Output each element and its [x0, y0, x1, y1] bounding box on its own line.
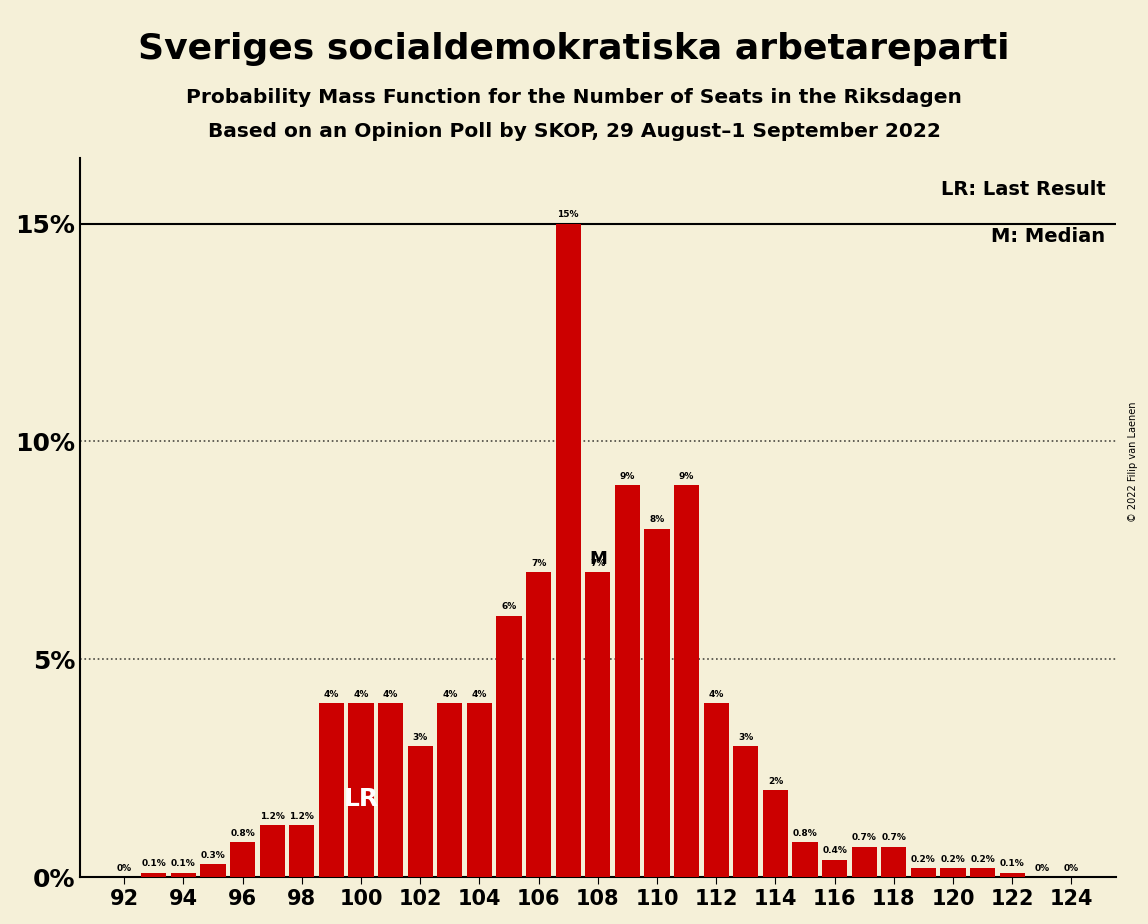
Bar	[496, 615, 521, 877]
Bar	[674, 485, 699, 877]
Text: 0.2%: 0.2%	[912, 855, 936, 864]
Text: 6%: 6%	[502, 602, 517, 612]
Text: 3%: 3%	[412, 733, 428, 742]
Text: 0.3%: 0.3%	[201, 851, 225, 859]
Bar	[230, 843, 255, 877]
Text: 0%: 0%	[1064, 864, 1079, 873]
Text: 8%: 8%	[650, 516, 665, 524]
Bar	[615, 485, 639, 877]
Bar	[467, 703, 492, 877]
Text: 9%: 9%	[678, 471, 695, 480]
Text: 2%: 2%	[768, 777, 783, 785]
Text: 0.1%: 0.1%	[171, 859, 196, 869]
Bar	[910, 869, 936, 877]
Text: LR: Last Result: LR: Last Result	[940, 180, 1106, 199]
Bar	[378, 703, 403, 877]
Text: 0.1%: 0.1%	[141, 859, 166, 869]
Text: 7%: 7%	[530, 559, 546, 568]
Bar	[319, 703, 344, 877]
Text: M: Median: M: Median	[991, 226, 1106, 246]
Bar	[1000, 873, 1025, 877]
Bar	[349, 703, 373, 877]
Bar	[882, 846, 907, 877]
Bar	[734, 747, 759, 877]
Bar	[141, 873, 166, 877]
Text: 1.2%: 1.2%	[259, 811, 285, 821]
Text: M: M	[589, 550, 607, 568]
Text: 9%: 9%	[620, 471, 635, 480]
Text: 4%: 4%	[708, 689, 724, 699]
Bar	[556, 224, 581, 877]
Text: © 2022 Filip van Laenen: © 2022 Filip van Laenen	[1128, 402, 1138, 522]
Bar	[970, 869, 995, 877]
Bar	[704, 703, 729, 877]
Text: Probability Mass Function for the Number of Seats in the Riksdagen: Probability Mass Function for the Number…	[186, 88, 962, 107]
Text: 7%: 7%	[590, 559, 605, 568]
Text: 1.2%: 1.2%	[289, 811, 315, 821]
Text: 0%: 0%	[1034, 864, 1049, 873]
Bar	[792, 843, 817, 877]
Text: 0%: 0%	[117, 864, 132, 873]
Bar	[852, 846, 877, 877]
Text: 4%: 4%	[324, 689, 339, 699]
Text: 0.4%: 0.4%	[822, 846, 847, 856]
Bar	[259, 825, 285, 877]
Bar	[585, 572, 611, 877]
Text: 0.8%: 0.8%	[792, 829, 817, 838]
Bar	[822, 859, 847, 877]
Bar	[526, 572, 551, 877]
Bar	[171, 873, 196, 877]
Bar	[289, 825, 315, 877]
Bar	[940, 869, 965, 877]
Bar	[408, 747, 433, 877]
Bar	[644, 529, 669, 877]
Text: 0.7%: 0.7%	[852, 833, 877, 843]
Text: 0.7%: 0.7%	[882, 833, 906, 843]
Text: 0.2%: 0.2%	[970, 855, 995, 864]
Text: LR: LR	[343, 786, 379, 810]
Bar	[762, 790, 788, 877]
Text: 4%: 4%	[442, 689, 458, 699]
Text: Sveriges socialdemokratiska arbetareparti: Sveriges socialdemokratiska arbetarepart…	[138, 32, 1010, 67]
Bar	[201, 864, 226, 877]
Text: 0.2%: 0.2%	[940, 855, 965, 864]
Text: 15%: 15%	[558, 211, 579, 219]
Text: 3%: 3%	[738, 733, 753, 742]
Bar	[437, 703, 463, 877]
Text: 4%: 4%	[354, 689, 369, 699]
Text: 0.8%: 0.8%	[231, 829, 255, 838]
Text: 4%: 4%	[383, 689, 398, 699]
Text: 0.1%: 0.1%	[1000, 859, 1024, 869]
Text: 4%: 4%	[472, 689, 487, 699]
Text: Based on an Opinion Poll by SKOP, 29 August–1 September 2022: Based on an Opinion Poll by SKOP, 29 Aug…	[208, 122, 940, 141]
